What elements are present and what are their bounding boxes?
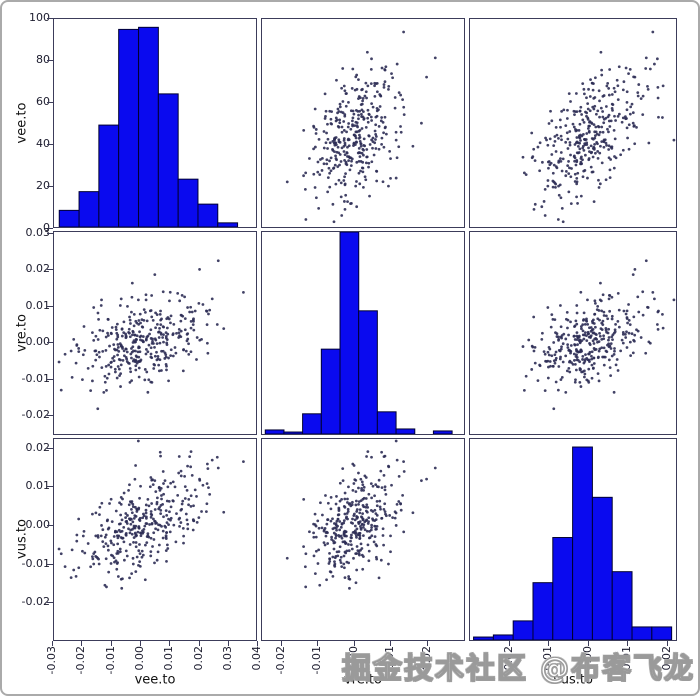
histogram-svg [264,232,453,434]
tick-mark [47,486,53,487]
tick-mark [199,641,200,646]
tick-mark [354,641,355,646]
tick-mark [667,641,668,646]
tick-label: 0.01 [25,479,51,493]
tick-label: 0.00 [25,335,51,349]
tick-label: 0.03 [220,646,234,671]
tick-mark [47,60,53,61]
tick-mark [47,602,53,603]
scatter-svg [57,439,245,590]
panel-scatter-vee-vs-vre [261,18,465,228]
tick-mark [47,525,53,526]
tick-mark [52,641,53,646]
tick-mark [47,233,53,234]
histogram-svg [473,446,673,640]
tick-label: 0.02 [25,440,51,454]
tick-label: -0.01 [21,556,50,570]
tick-mark [281,641,282,646]
panel-scatter-vee-vs-vus [469,18,677,228]
tick-mark [627,641,628,646]
tick-mark [317,641,318,646]
panel-scatter-vre-vs-vee [53,231,257,435]
tick-mark [47,415,53,416]
tick-label: 0 [0,221,50,235]
scatter-svg [521,30,676,224]
tick-mark [588,641,589,646]
tick-label: 60 [36,95,50,108]
scatter-svg [57,259,245,411]
tick-mark [169,641,170,646]
panel-hist-vre [261,231,465,435]
y-axis-title-vus: vus.to [14,519,30,559]
tick-mark [509,641,510,646]
tick-mark [47,448,53,449]
tick-mark [47,18,53,19]
tick-mark [47,306,53,307]
tick-label: 0.02 [191,646,205,671]
tick-mark [47,269,53,270]
tick-label: 0.04 [250,646,264,671]
tick-mark [47,342,53,343]
y-axis-title-vre: vre.to [14,314,30,352]
tick-mark [111,641,112,646]
tick-label: 100 [29,11,50,24]
scatter-svg [521,259,676,411]
tick-mark [257,641,258,646]
watermark: 掘金技术社区 @布客飞龙 [341,650,695,685]
tick-label: 0.01 [25,298,51,312]
tick-mark [548,641,549,646]
tick-mark [47,186,53,187]
panel-scatter-vre-vs-vus [469,231,677,435]
tick-label: 20 [36,179,50,192]
scatter-svg [285,30,437,224]
tick-label: -0.02 [74,646,88,675]
tick-label: -0.01 [21,371,50,385]
tick-mark [427,641,428,646]
tick-label: 0.01 [162,646,176,671]
tick-label: -0.02 [21,595,50,609]
tick-label: -0.02 [274,646,288,675]
tick-label: -0.01 [310,646,324,675]
tick-mark [47,564,53,565]
tick-label: -0.01 [103,646,117,675]
panel-hist-vus [469,438,677,641]
x-axis-title-vre: vre.to [344,672,382,688]
tick-label: 80 [36,53,50,66]
panel-scatter-vus-vs-vee [53,438,257,641]
tick-label: 0.02 [25,262,51,276]
tick-label: -0.03 [45,646,59,675]
tick-label: 0.00 [25,518,51,531]
panel-scatter-vus-vs-vre [261,438,465,641]
panel-hist-vee [53,18,257,228]
tick-mark [47,228,53,229]
tick-mark [47,379,53,380]
tick-mark [390,641,391,646]
scatter-svg [285,439,437,590]
tick-label: 0.00 [133,646,147,671]
tick-label: 40 [36,137,50,150]
histogram-svg [58,26,239,227]
x-axis-title-vus: vus.to [553,672,593,688]
tick-mark [47,102,53,103]
x-axis-title-vee: vee.to [134,672,176,688]
tick-mark [81,641,82,646]
tick-label: -0.02 [21,407,50,421]
tick-mark [228,641,229,646]
tick-label: 0.03 [25,225,51,239]
y-axis-title-vee: vee.to [14,102,30,144]
tick-mark [47,144,53,145]
tick-mark [140,641,141,646]
